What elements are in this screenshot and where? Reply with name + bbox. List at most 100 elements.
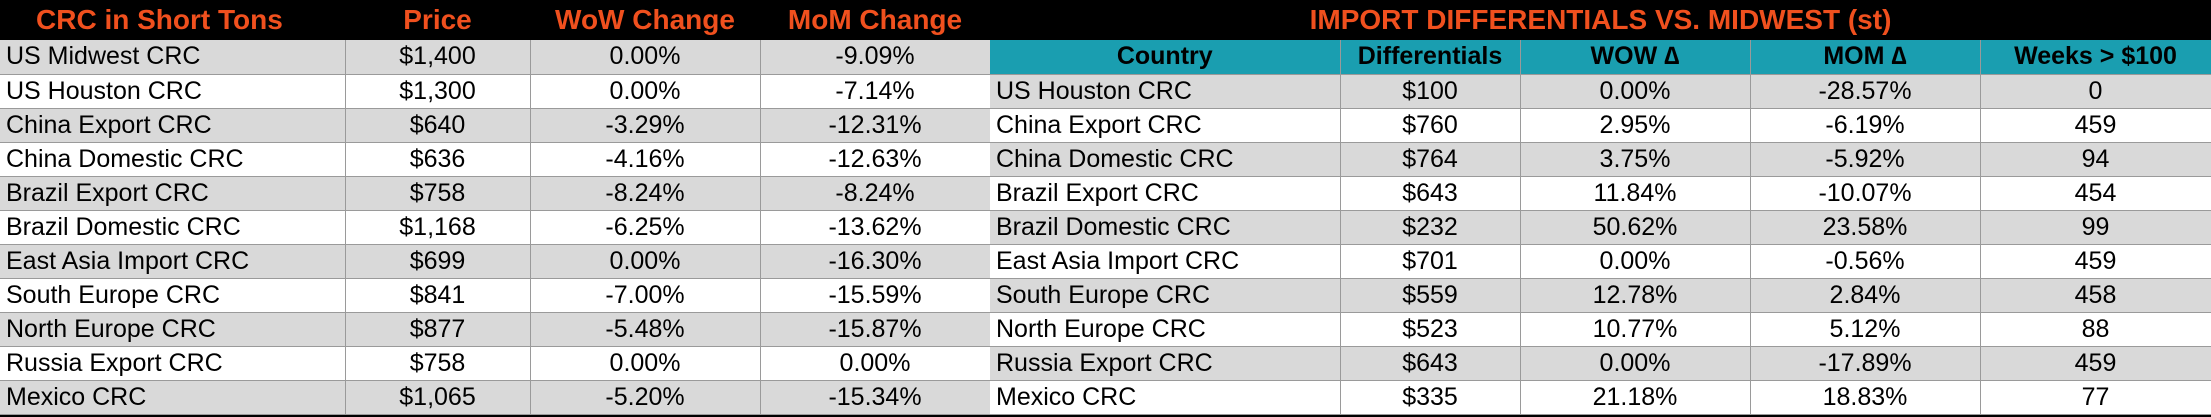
value-cell: 94 — [1980, 142, 2211, 177]
table-row: East Asia Import CRC $701 0.00% -0.56% 459 — [990, 244, 2211, 279]
value-cell: $841 — [345, 278, 531, 313]
value-cell: -4.16% — [530, 142, 761, 177]
col-header-mom: MoM Change — [760, 0, 990, 40]
table-row: Russia Export CRC $758 0.00% 0.00% — [0, 346, 991, 381]
value-cell: -28.57% — [1750, 74, 1981, 109]
value-cell: -6.19% — [1750, 108, 1981, 143]
value-cell: 5.12% — [1750, 312, 1981, 347]
import-differentials-header-row: Country Differentials WOW ∆ MOM ∆ Weeks … — [990, 40, 2211, 75]
value-cell: 88 — [1980, 312, 2211, 347]
row-label-cell: Russia Export CRC — [990, 346, 1341, 381]
row-label-cell: Brazil Export CRC — [0, 176, 346, 211]
value-cell: -7.00% — [530, 278, 761, 313]
value-cell: 0.00% — [760, 346, 991, 381]
import-differentials-panel: IMPORT DIFFERENTIALS VS. MIDWEST (st) Co… — [990, 0, 2211, 415]
row-label-cell: Mexico CRC — [990, 380, 1341, 415]
value-cell: 2.84% — [1750, 278, 1981, 313]
value-cell: $758 — [345, 176, 531, 211]
value-cell: -15.59% — [760, 278, 991, 313]
value-cell: 0.00% — [530, 40, 761, 75]
table-row: North Europe CRC $877 -5.48% -15.87% — [0, 312, 991, 347]
crc-price-table: CRC in Short Tons Price WoW Change MoM C… — [0, 0, 991, 415]
row-label-cell: US Houston CRC — [0, 74, 346, 109]
value-cell: 0.00% — [530, 74, 761, 109]
table-row: US Houston CRC $100 0.00% -28.57% 0 — [990, 74, 2211, 109]
row-label-cell: Brazil Export CRC — [990, 176, 1341, 211]
row-label-cell: South Europe CRC — [0, 278, 346, 313]
crc-price-table-panel: CRC in Short Tons Price WoW Change MoM C… — [0, 0, 991, 415]
value-cell: -8.24% — [530, 176, 761, 211]
value-cell: -5.20% — [530, 380, 761, 415]
value-cell: 23.58% — [1750, 210, 1981, 245]
row-label-cell: China Domestic CRC — [0, 142, 346, 177]
value-cell: $559 — [1340, 278, 1521, 313]
value-cell: $760 — [1340, 108, 1521, 143]
value-cell: 21.18% — [1520, 380, 1751, 415]
col-header-price: Price — [345, 0, 530, 40]
value-cell: $758 — [345, 346, 531, 381]
row-label-cell: China Export CRC — [990, 108, 1341, 143]
value-cell: $701 — [1340, 244, 1521, 279]
value-cell: $640 — [345, 108, 531, 143]
row-label-cell: US Midwest CRC — [0, 40, 346, 75]
col-header-crc: CRC in Short Tons — [0, 0, 345, 40]
table-row: North Europe CRC $523 10.77% 5.12% 88 — [990, 312, 2211, 347]
table-row: Mexico CRC $335 21.18% 18.83% 77 — [990, 380, 2211, 415]
table-row: Brazil Domestic CRC $232 50.62% 23.58% 99 — [990, 210, 2211, 245]
row-label-cell: Brazil Domestic CRC — [990, 210, 1341, 245]
row-label-cell: Mexico CRC — [0, 380, 346, 415]
value-cell: -7.14% — [760, 74, 991, 109]
import-differentials-title: IMPORT DIFFERENTIALS VS. MIDWEST (st) — [990, 0, 2211, 40]
value-cell: -16.30% — [760, 244, 991, 279]
value-cell: 50.62% — [1520, 210, 1751, 245]
value-cell: -17.89% — [1750, 346, 1981, 381]
import-differentials-title-row: IMPORT DIFFERENTIALS VS. MIDWEST (st) — [990, 0, 2211, 40]
value-cell: -15.34% — [760, 380, 991, 415]
value-cell: -6.25% — [530, 210, 761, 245]
table-row: China Domestic CRC $636 -4.16% -12.63% — [0, 142, 991, 177]
value-cell: $335 — [1340, 380, 1521, 415]
value-cell: -8.24% — [760, 176, 991, 211]
table-row: China Export CRC $640 -3.29% -12.31% — [0, 108, 991, 143]
table-row: Russia Export CRC $643 0.00% -17.89% 459 — [990, 346, 2211, 381]
table-row: China Export CRC $760 2.95% -6.19% 459 — [990, 108, 2211, 143]
value-cell: -15.87% — [760, 312, 991, 347]
row-label-cell: China Export CRC — [0, 108, 346, 143]
value-cell: $100 — [1340, 74, 1521, 109]
table-row: Mexico CRC $1,065 -5.20% -15.34% — [0, 380, 991, 415]
import-differentials-table-body: US Houston CRC $100 0.00% -28.57% 0 China Exp… — [990, 74, 2211, 415]
value-cell: 0 — [1980, 74, 2211, 109]
value-cell: 459 — [1980, 108, 2211, 143]
value-cell: -12.63% — [760, 142, 991, 177]
value-cell: $1,400 — [345, 40, 531, 75]
value-cell: 18.83% — [1750, 380, 1981, 415]
col-header-wow-delta: WOW ∆ — [1520, 40, 1751, 75]
col-header-mom-delta: MOM ∆ — [1750, 40, 1981, 75]
table-row: Brazil Export CRC $758 -8.24% -8.24% — [0, 176, 991, 211]
value-cell: $1,065 — [345, 380, 531, 415]
value-cell: -12.31% — [760, 108, 991, 143]
value-cell: $1,300 — [345, 74, 531, 109]
row-label-cell: East Asia Import CRC — [0, 244, 346, 279]
value-cell: -5.92% — [1750, 142, 1981, 177]
table-row: US Midwest CRC $1,400 0.00% -9.09% — [0, 40, 991, 75]
value-cell: 0.00% — [1520, 346, 1751, 381]
value-cell: 0.00% — [1520, 74, 1751, 109]
value-cell: 10.77% — [1520, 312, 1751, 347]
value-cell: -5.48% — [530, 312, 761, 347]
col-header-differentials: Differentials — [1340, 40, 1521, 75]
value-cell: -10.07% — [1750, 176, 1981, 211]
value-cell: 99 — [1980, 210, 2211, 245]
value-cell: 454 — [1980, 176, 2211, 211]
value-cell: -3.29% — [530, 108, 761, 143]
table-row: East Asia Import CRC $699 0.00% -16.30% — [0, 244, 991, 279]
row-label-cell: US Houston CRC — [990, 74, 1341, 109]
value-cell: $643 — [1340, 176, 1521, 211]
crc-price-table-body: US Midwest CRC $1,400 0.00% -9.09% US Housto… — [0, 40, 991, 415]
value-cell: 2.95% — [1520, 108, 1751, 143]
table-row: South Europe CRC $559 12.78% 2.84% 458 — [990, 278, 2211, 313]
value-cell: 3.75% — [1520, 142, 1751, 177]
row-label-cell: Brazil Domestic CRC — [0, 210, 346, 245]
value-cell: $1,168 — [345, 210, 531, 245]
value-cell: 459 — [1980, 244, 2211, 279]
